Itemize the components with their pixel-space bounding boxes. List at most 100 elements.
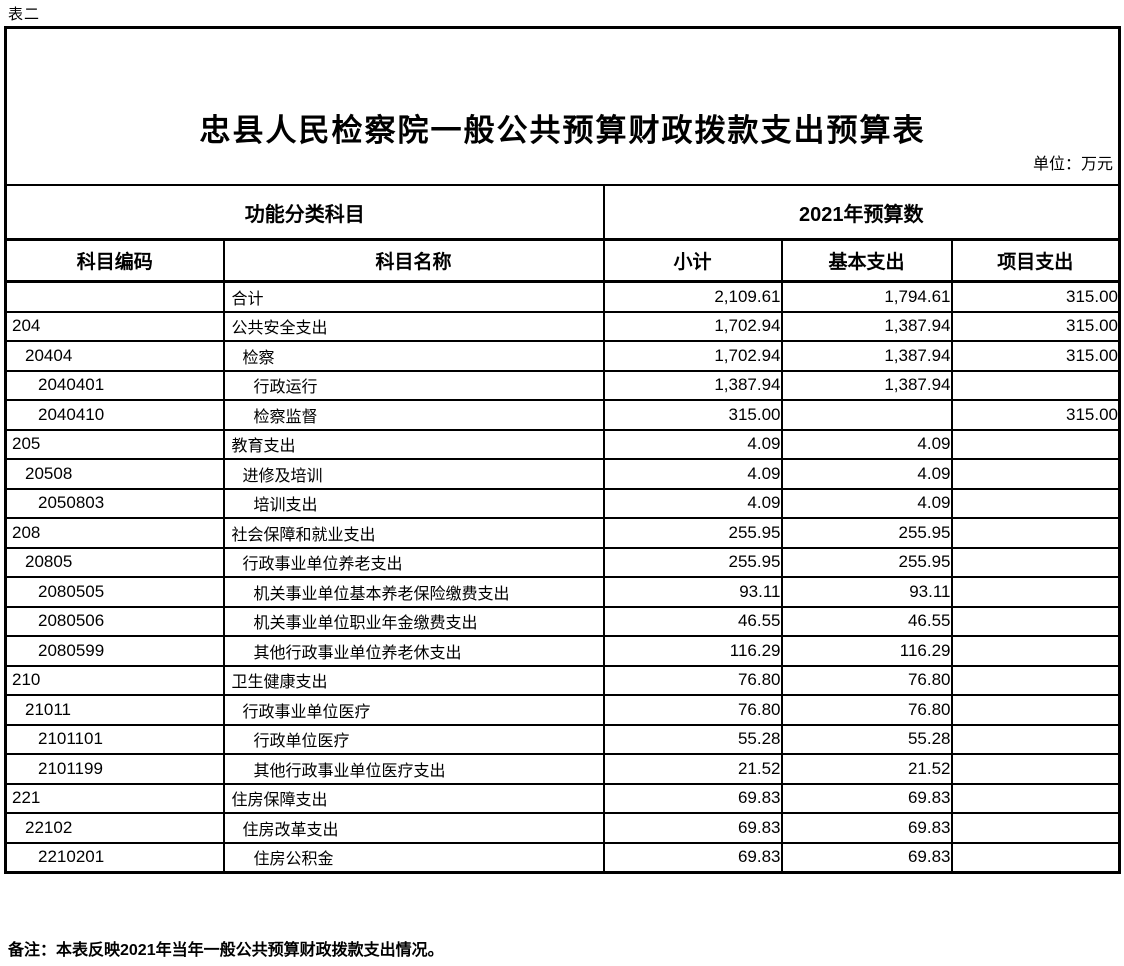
title-row: 忠县人民检察院一般公共预算财政拨款支出预算表 单位：万元	[4, 26, 1121, 186]
cell-project: 315.00	[950, 399, 1121, 431]
table-row: 2210201 住房公积金 69.83 69.83	[4, 841, 1121, 874]
cell-project	[950, 782, 1121, 814]
cell-subtotal: 76.80	[602, 694, 783, 726]
cell-basic: 1,387.94	[780, 369, 953, 401]
header-subtotal: 小计	[602, 238, 783, 283]
cell-basic: 4.09	[780, 458, 953, 490]
cell-subtotal: 69.83	[602, 812, 783, 844]
cell-basic: 46.55	[780, 605, 953, 637]
cell-subtotal: 55.28	[602, 723, 783, 755]
header-subject-code: 科目编码	[4, 238, 225, 283]
header-project-expenditure: 项目支出	[950, 238, 1121, 283]
cell-code: 210	[4, 664, 225, 696]
header-budget-group: 2021年预算数	[602, 184, 1121, 241]
cell-subtotal: 4.09	[602, 458, 783, 490]
cell-subtotal: 1,702.94	[602, 310, 783, 342]
cell-name: 机关事业单位职业年金缴费支出	[222, 605, 605, 637]
header-basic-expenditure: 基本支出	[780, 238, 953, 283]
table-row: 2101199 其他行政事业单位医疗支出 21.52 21.52	[4, 753, 1121, 785]
cell-basic: 93.11	[780, 576, 953, 608]
header-function-group: 功能分类科目	[4, 184, 605, 241]
cell-subtotal: 255.95	[602, 546, 783, 578]
cell-code: 21011	[4, 694, 225, 726]
cell-name: 行政运行	[222, 369, 605, 401]
cell-subtotal: 116.29	[602, 635, 783, 667]
cell-name: 教育支出	[222, 428, 605, 460]
cell-basic: 76.80	[780, 694, 953, 726]
page-title: 忠县人民检察院一般公共预算财政拨款支出预算表	[199, 113, 926, 148]
table-row: 208 社会保障和就业支出 255.95 255.95	[4, 517, 1121, 549]
cell-code: 2101199	[4, 753, 225, 785]
table-row: 2080506 机关事业单位职业年金缴费支出 46.55 46.55	[4, 605, 1121, 637]
budget-table: 忠县人民检察院一般公共预算财政拨款支出预算表 单位：万元 功能分类科目 2021…	[4, 26, 1121, 874]
cell-name: 卫生健康支出	[222, 664, 605, 696]
unit-note: 单位：万元	[1032, 156, 1113, 173]
table-row: 205 教育支出 4.09 4.09	[4, 428, 1121, 460]
cell-basic: 1,387.94	[780, 310, 953, 342]
cell-name: 其他行政事业单位养老休支出	[222, 635, 605, 667]
cell-code: 204	[4, 310, 225, 342]
cell-name: 社会保障和就业支出	[222, 517, 605, 549]
cell-name: 公共安全支出	[222, 310, 605, 342]
cell-code: 2080506	[4, 605, 225, 637]
cell-code: 22102	[4, 812, 225, 844]
table-row: 合计 2,109.61 1,794.61 315.00	[4, 280, 1121, 313]
table-row: 21011 行政事业单位医疗 76.80 76.80	[4, 694, 1121, 726]
cell-project	[950, 812, 1121, 844]
cell-code: 2101101	[4, 723, 225, 755]
cell-name: 培训支出	[222, 487, 605, 519]
header-columns-row: 科目编码 科目名称 小计 基本支出 项目支出	[4, 238, 1121, 283]
footer-note: 备注：本表反映2021年当年一般公共预算财政拨款支出情况。	[8, 942, 444, 959]
cell-project	[950, 723, 1121, 755]
cell-code: 2040401	[4, 369, 225, 401]
header-subject-name: 科目名称	[222, 238, 605, 283]
cell-subtotal: 2,109.61	[602, 280, 783, 313]
cell-project: 315.00	[950, 340, 1121, 372]
cell-basic: 55.28	[780, 723, 953, 755]
cell-project	[950, 694, 1121, 726]
cell-subtotal: 21.52	[602, 753, 783, 785]
table-row: 20508 进修及培训 4.09 4.09	[4, 458, 1121, 490]
cell-name: 住房公积金	[222, 841, 605, 874]
cell-project	[950, 576, 1121, 608]
cell-name: 其他行政事业单位医疗支出	[222, 753, 605, 785]
cell-basic: 4.09	[780, 428, 953, 460]
cell-code: 2080505	[4, 576, 225, 608]
cell-name: 行政单位医疗	[222, 723, 605, 755]
table-row: 2080505 机关事业单位基本养老保险缴费支出 93.11 93.11	[4, 576, 1121, 608]
cell-subtotal: 46.55	[602, 605, 783, 637]
cell-subtotal: 1,387.94	[602, 369, 783, 401]
cell-basic: 255.95	[780, 517, 953, 549]
cell-project	[950, 428, 1121, 460]
cell-code: 2080599	[4, 635, 225, 667]
table-row: 2040401 行政运行 1,387.94 1,387.94	[4, 369, 1121, 401]
cell-basic: 1,794.61	[780, 280, 953, 313]
cell-project	[950, 753, 1121, 785]
cell-name: 进修及培训	[222, 458, 605, 490]
cell-project	[950, 841, 1121, 874]
cell-name: 行政事业单位医疗	[222, 694, 605, 726]
title-cell: 忠县人民检察院一般公共预算财政拨款支出预算表 单位：万元	[4, 26, 1121, 186]
table-row: 210 卫生健康支出 76.80 76.80	[4, 664, 1121, 696]
table-row: 2050803 培训支出 4.09 4.09	[4, 487, 1121, 519]
cell-basic: 69.83	[780, 812, 953, 844]
cell-basic: 21.52	[780, 753, 953, 785]
cell-project: 315.00	[950, 310, 1121, 342]
sheet-label: 表二	[8, 6, 41, 23]
cell-code: 208	[4, 517, 225, 549]
cell-name: 行政事业单位养老支出	[222, 546, 605, 578]
cell-code: 2050803	[4, 487, 225, 519]
cell-name: 住房保障支出	[222, 782, 605, 814]
cell-project	[950, 487, 1121, 519]
cell-subtotal: 1,702.94	[602, 340, 783, 372]
cell-subtotal: 4.09	[602, 487, 783, 519]
cell-project: 315.00	[950, 280, 1121, 313]
cell-code: 20404	[4, 340, 225, 372]
cell-code: 20508	[4, 458, 225, 490]
cell-subtotal: 4.09	[602, 428, 783, 460]
cell-project	[950, 517, 1121, 549]
cell-code	[4, 280, 225, 313]
cell-project	[950, 664, 1121, 696]
cell-basic: 69.83	[780, 782, 953, 814]
table-row: 2080599 其他行政事业单位养老休支出 116.29 116.29	[4, 635, 1121, 667]
